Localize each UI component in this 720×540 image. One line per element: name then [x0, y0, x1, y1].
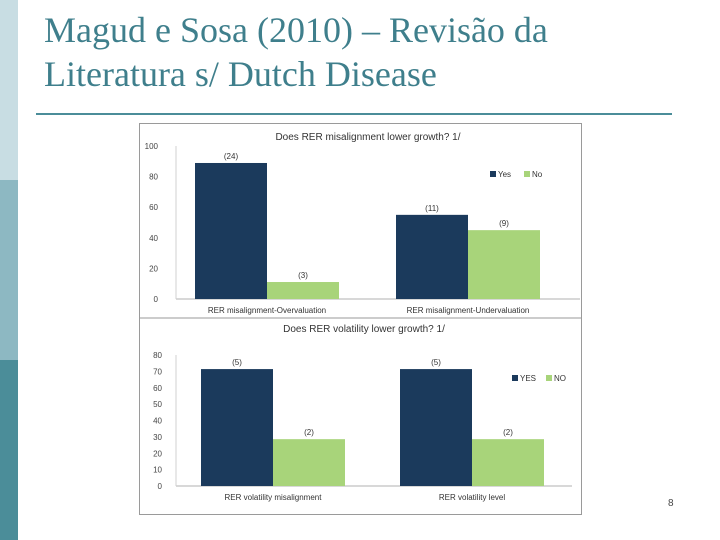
legend-label-no: NO [554, 374, 566, 383]
y-tick-label: 70 [153, 367, 162, 376]
legend-label-yes: Yes [498, 170, 511, 179]
left-accent-bar-top [0, 0, 18, 180]
y-tick-label: 50 [153, 400, 162, 409]
left-accent-bar-bottom [0, 360, 18, 540]
y-tick-label: 80 [153, 351, 162, 360]
category-label: RER misalignment-Overvaluation [208, 306, 326, 315]
category-label: RER volatility level [439, 493, 505, 502]
legend-swatch-yes [512, 375, 518, 381]
y-tick-label: 30 [153, 433, 162, 442]
category-label: RER volatility misalignment [225, 493, 323, 502]
slide-title-line-1: Magud e Sosa (2010) – Revisão da [44, 10, 548, 50]
data-label: (2) [304, 428, 314, 437]
data-label: (24) [224, 152, 239, 161]
legend-swatch-no [524, 171, 530, 177]
legend-swatch-no [546, 375, 552, 381]
bar-no-2 [468, 230, 540, 299]
y-tick-label: 60 [149, 203, 158, 212]
legend-swatch-yes [490, 171, 496, 177]
slide-number: 8 [668, 498, 674, 509]
chart-title: Does RER volatility lower growth? 1/ [283, 324, 445, 335]
data-label: (3) [298, 271, 308, 280]
data-label: (11) [425, 204, 439, 213]
data-label: (5) [431, 358, 441, 367]
bar-no-2 [472, 439, 544, 486]
slide-title-line-2: Literatura s/ Dutch Disease [44, 54, 437, 94]
data-label: (9) [499, 219, 509, 228]
chart-title: Does RER misalignment lower growth? 1/ [275, 132, 460, 143]
bar-yes-1 [201, 369, 273, 486]
y-tick-label: 0 [158, 482, 163, 491]
left-accent-bar-middle [0, 180, 18, 360]
bar-yes-2 [396, 214, 468, 299]
slide-title: Magud e Sosa (2010) – Revisão da Literat… [44, 8, 704, 96]
charts-canvas: Does RER misalignment lower growth? 1/10… [140, 132, 581, 502]
y-tick-label: 20 [149, 264, 158, 273]
data-label: (5) [232, 358, 242, 367]
legend-label-no: No [532, 170, 543, 179]
bar-no-1 [267, 282, 339, 299]
y-tick-label: 0 [154, 295, 159, 304]
y-tick-label: 80 [149, 173, 158, 182]
chart-image-frame: Does RER misalignment lower growth? 1/10… [139, 123, 582, 515]
y-tick-label: 40 [149, 234, 158, 243]
category-label: RER misalignment-Undervaluation [407, 306, 530, 315]
y-tick-label: 20 [153, 449, 162, 458]
y-tick-label: 10 [153, 466, 162, 475]
bar-yes-2 [400, 369, 472, 486]
y-tick-label: 100 [145, 142, 159, 151]
bar-yes-1 [195, 162, 267, 299]
y-tick-label: 60 [153, 384, 162, 393]
bar-no-1 [273, 439, 345, 486]
y-tick-label: 40 [153, 417, 162, 426]
legend-label-yes: YES [520, 374, 536, 383]
data-label: (2) [503, 428, 513, 437]
title-divider [36, 113, 672, 115]
